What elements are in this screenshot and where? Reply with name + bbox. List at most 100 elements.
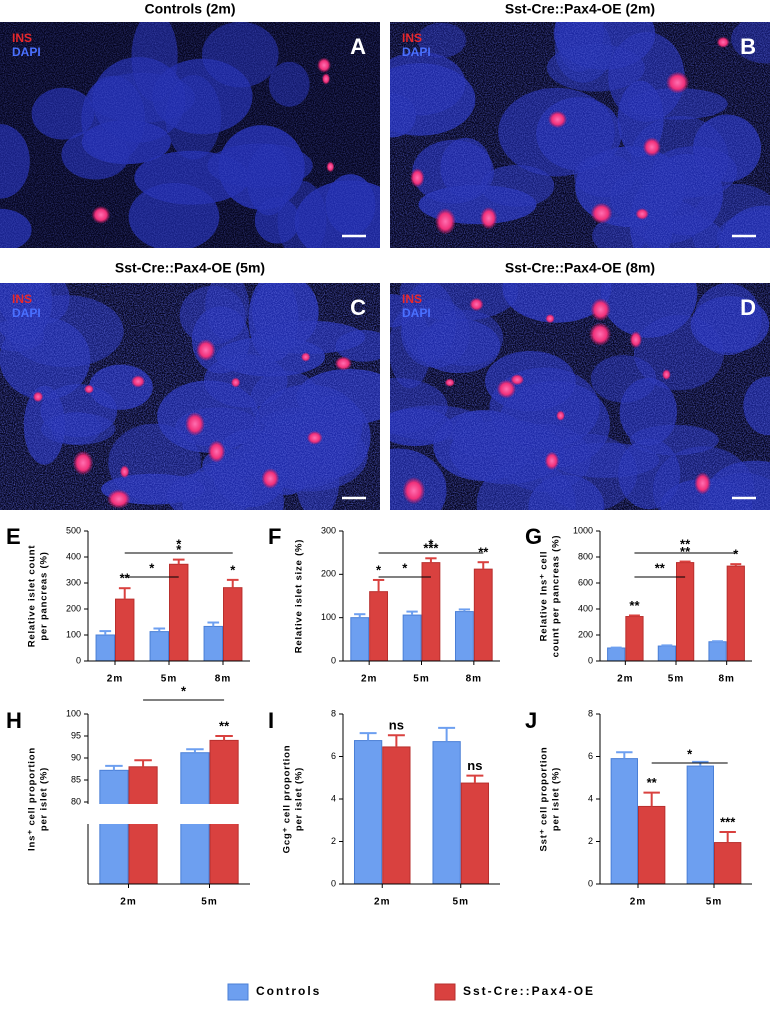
- significance-label: *: [376, 562, 382, 577]
- stain-dapi: DAPI: [402, 306, 431, 320]
- y-axis-label: Relative islet size (%): [294, 539, 305, 654]
- islet: [91, 206, 110, 224]
- islet: [480, 207, 497, 230]
- bar: [100, 770, 128, 884]
- y-tick-label: 0: [331, 878, 336, 888]
- islet: [322, 73, 330, 85]
- islet: [717, 37, 730, 48]
- bar: [354, 741, 381, 884]
- y-axis-label: count per pancreas (%): [551, 535, 562, 658]
- y-tick-label: 300: [321, 525, 336, 535]
- y-axis-label: per pancreas (%): [39, 551, 50, 640]
- error-bar: [373, 580, 384, 592]
- islet: [662, 369, 671, 380]
- error-bar: [186, 749, 203, 753]
- legend-label: Controls: [256, 984, 321, 998]
- error-bar: [99, 631, 111, 635]
- bar: [96, 635, 114, 661]
- error-bar: [478, 562, 489, 569]
- y-axis-label: Relative Ins⁺ cell: [539, 551, 550, 642]
- y-tick-label: 0: [588, 878, 593, 888]
- islet: [317, 58, 331, 73]
- y-tick-label: 300: [66, 577, 81, 587]
- bar: [611, 759, 637, 884]
- significance-label: **: [647, 775, 658, 790]
- significance-label: **: [629, 598, 640, 613]
- panel-letter: C: [350, 295, 366, 320]
- y-axis-label: Ins⁺ cell proportion: [27, 747, 38, 851]
- bar: [170, 564, 188, 661]
- bar: [433, 742, 460, 884]
- y-tick-label: 85: [71, 774, 81, 784]
- significance-label: *: [230, 562, 236, 577]
- significance-label: ns: [467, 758, 482, 773]
- y-tick-label: 100: [321, 612, 336, 622]
- islet: [589, 323, 611, 346]
- y-axis-label: Sst⁺ cell proportion: [539, 747, 550, 852]
- y-tick-label: 8: [588, 708, 593, 718]
- bar: [709, 642, 726, 661]
- y-tick-label: 200: [321, 569, 336, 579]
- panel-letter: G: [525, 524, 542, 549]
- error-bar: [105, 766, 122, 770]
- tissue-texture: [0, 283, 380, 510]
- x-tick-label: 2m: [107, 674, 123, 685]
- islet: [335, 356, 352, 370]
- stain-dapi: DAPI: [402, 45, 431, 59]
- comparison-label: **: [680, 536, 691, 551]
- stain-dapi: DAPI: [12, 45, 41, 59]
- y-tick-label: 80: [71, 796, 81, 806]
- bar: [370, 592, 388, 661]
- micrograph: [365, 0, 770, 288]
- significance-label: **: [478, 545, 489, 560]
- panel-title: Controls (2m): [145, 1, 236, 17]
- y-tick-label: 0: [331, 655, 336, 665]
- y-tick-label: 0: [588, 655, 593, 665]
- panel-letter: A: [350, 34, 366, 59]
- axis-break: [82, 804, 252, 824]
- islet: [33, 391, 43, 402]
- islet: [84, 385, 94, 394]
- error-bar: [692, 762, 708, 766]
- error-bar: [712, 641, 723, 642]
- islet: [307, 431, 323, 445]
- panel-letter: D: [740, 295, 756, 320]
- bar: [474, 569, 492, 661]
- y-axis-label: per islet (%): [551, 767, 562, 831]
- islet: [635, 208, 648, 220]
- micrograph: [0, 12, 406, 264]
- y-tick-label: 95: [71, 730, 81, 740]
- bar: [224, 588, 242, 661]
- panel-title: Sst-Cre::Pax4-OE (5m): [115, 260, 265, 276]
- comparison-label: **: [655, 560, 666, 575]
- x-tick-label: 2m: [120, 897, 136, 908]
- islet: [208, 440, 226, 463]
- y-tick-label: 6: [588, 751, 593, 761]
- panel-letter: H: [6, 708, 22, 733]
- y-tick-label: 90: [71, 752, 81, 762]
- panel-title: Sst-Cre::Pax4-OE (8m): [505, 260, 655, 276]
- tissue: [0, 12, 406, 264]
- legend-swatch: [228, 984, 248, 1000]
- stain-ins: INS: [12, 292, 32, 306]
- y-tick-label: 200: [66, 603, 81, 613]
- error-bar: [215, 736, 232, 740]
- comparison-label: *: [149, 560, 155, 575]
- bar: [383, 747, 410, 884]
- bar: [204, 626, 222, 661]
- panel-letter: F: [268, 524, 281, 549]
- islet: [497, 380, 516, 399]
- islet: [545, 452, 559, 471]
- bar: [150, 632, 168, 661]
- error-bar: [207, 623, 219, 627]
- error-bar: [466, 776, 483, 783]
- x-tick-label: 2m: [374, 897, 390, 908]
- y-tick-label: 500: [66, 525, 81, 535]
- error-bar: [360, 733, 377, 740]
- y-tick-label: 200: [578, 629, 593, 639]
- x-tick-label: 8m: [718, 674, 734, 685]
- comparison-label: *: [181, 683, 187, 698]
- x-tick-label: 5m: [413, 674, 429, 685]
- comparison-label: *: [687, 746, 693, 761]
